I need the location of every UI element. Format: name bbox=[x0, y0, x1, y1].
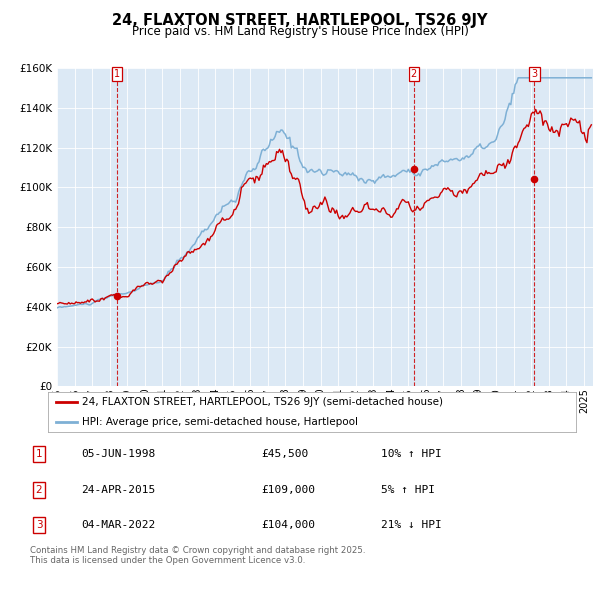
Text: 10% ↑ HPI: 10% ↑ HPI bbox=[381, 450, 442, 459]
Text: 5% ↑ HPI: 5% ↑ HPI bbox=[381, 485, 435, 494]
Text: 21% ↓ HPI: 21% ↓ HPI bbox=[381, 520, 442, 530]
Text: HPI: Average price, semi-detached house, Hartlepool: HPI: Average price, semi-detached house,… bbox=[82, 417, 358, 427]
Text: 05-JUN-1998: 05-JUN-1998 bbox=[81, 450, 155, 459]
Text: 24, FLAXTON STREET, HARTLEPOOL, TS26 9JY (semi-detached house): 24, FLAXTON STREET, HARTLEPOOL, TS26 9JY… bbox=[82, 397, 443, 407]
Text: 2: 2 bbox=[35, 485, 43, 494]
Text: 1: 1 bbox=[35, 450, 43, 459]
Text: £45,500: £45,500 bbox=[261, 450, 308, 459]
Text: 24-APR-2015: 24-APR-2015 bbox=[81, 485, 155, 494]
Text: 04-MAR-2022: 04-MAR-2022 bbox=[81, 520, 155, 530]
Text: Contains HM Land Registry data © Crown copyright and database right 2025.
This d: Contains HM Land Registry data © Crown c… bbox=[30, 546, 365, 565]
Text: 24, FLAXTON STREET, HARTLEPOOL, TS26 9JY: 24, FLAXTON STREET, HARTLEPOOL, TS26 9JY bbox=[112, 13, 488, 28]
Text: £109,000: £109,000 bbox=[261, 485, 315, 494]
Text: 1: 1 bbox=[114, 69, 120, 79]
Text: 3: 3 bbox=[35, 520, 43, 530]
Text: Price paid vs. HM Land Registry's House Price Index (HPI): Price paid vs. HM Land Registry's House … bbox=[131, 25, 469, 38]
Text: £104,000: £104,000 bbox=[261, 520, 315, 530]
Text: 3: 3 bbox=[531, 69, 538, 79]
Text: 2: 2 bbox=[410, 69, 417, 79]
